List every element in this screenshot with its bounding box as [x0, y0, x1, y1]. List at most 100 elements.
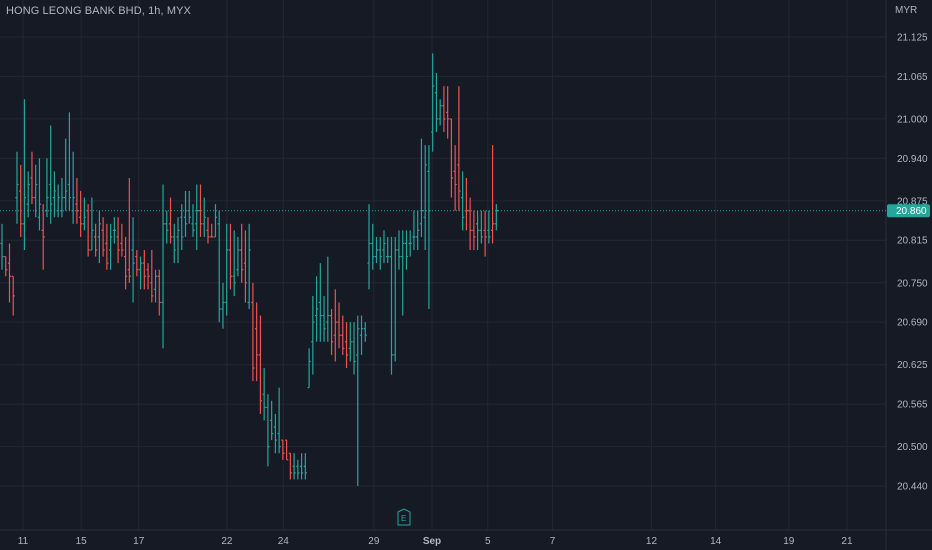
ohlc-bar — [161, 184, 165, 349]
time-tick-label: 21 — [841, 536, 853, 547]
ohlc-bar — [79, 191, 83, 237]
ohlc-bar — [221, 282, 225, 329]
event-badge-icon — [397, 508, 411, 526]
ohlc-bar — [285, 439, 289, 461]
ohlc-bar — [4, 255, 8, 277]
ohlc-bar — [487, 210, 491, 244]
ohlc-bar — [483, 210, 487, 257]
ohlc-bars — [0, 53, 498, 486]
ohlc-bar — [371, 223, 375, 270]
ohlc-bar — [157, 269, 161, 316]
ohlc-bar — [341, 315, 345, 355]
ohlc-bar — [168, 197, 173, 244]
ohlc-bar — [397, 230, 401, 270]
ohlc-bar — [472, 210, 476, 251]
ohlc-bar — [461, 171, 465, 231]
ohlc-bar — [416, 210, 420, 251]
ohlc-bar — [401, 230, 405, 316]
ohlc-bar — [412, 210, 416, 251]
ohlc-bar — [210, 223, 214, 238]
ohlc-bar — [153, 269, 158, 303]
ohlc-bar — [225, 223, 229, 316]
ohlc-bar — [236, 236, 240, 277]
ohlc-bar — [232, 230, 236, 296]
ohlc-bar — [11, 275, 15, 316]
ohlc-bar — [352, 322, 356, 375]
time-tick-label: 7 — [550, 536, 556, 547]
price-tick-label: 20.750 — [897, 278, 928, 289]
price-tick-label: 21.125 — [897, 33, 928, 44]
time-tick-label: 24 — [278, 536, 290, 547]
time-tick-label: 29 — [368, 536, 380, 547]
ohlc-bar — [101, 217, 105, 257]
ohlc-bar — [303, 453, 307, 480]
price-tick-label: 20.500 — [897, 442, 928, 453]
ohlc-bar — [135, 250, 139, 277]
grid-lines — [0, 0, 886, 530]
ohlc-bar — [22, 99, 27, 251]
ohlc-bar — [494, 204, 498, 231]
ohlc-bar — [434, 73, 439, 133]
ohlc-bar — [442, 86, 446, 133]
time-tick-label: 15 — [76, 536, 88, 547]
ohlc-bar — [266, 394, 270, 467]
ohlc-bar — [258, 315, 263, 414]
ohlc-bar — [359, 315, 364, 355]
ohlc-bar — [479, 210, 483, 244]
time-tick-label: 12 — [646, 536, 658, 547]
last-price-tag-background — [887, 204, 930, 218]
price-axis[interactable]: 21.125 21.065 21.000 20.940 20.875 20.815 20.7… — [897, 33, 928, 493]
ohlc-bar — [431, 53, 435, 152]
ohlc-bar — [15, 151, 19, 224]
ohlc-bar — [419, 138, 424, 237]
time-axis[interactable]: 11 15 17 22 24 29 Sep 5 7 12 14 19 21 — [18, 536, 853, 547]
ohlc-bar — [337, 302, 341, 349]
ohlc-bar — [292, 453, 296, 480]
ohlc-bar — [120, 223, 124, 257]
ohlc-bar — [318, 263, 322, 342]
ohlc-bar — [281, 439, 285, 460]
earnings-event-marker[interactable]: E — [397, 508, 411, 526]
ohlc-bar — [90, 197, 94, 251]
event-label: E — [401, 514, 406, 523]
ohlc-bar — [142, 250, 146, 290]
ohlc-bar — [490, 145, 495, 244]
ohlc-bar — [344, 322, 349, 369]
ohlc-bar — [191, 204, 195, 237]
ohlc-bar — [367, 204, 371, 290]
currency-label: MYR — [895, 5, 918, 16]
ohlc-bar — [393, 236, 397, 362]
ohlc-bar — [138, 256, 143, 290]
ohlc-bar — [146, 263, 150, 290]
time-tick-label: Sep — [423, 536, 441, 547]
price-tick-label: 20.875 — [897, 196, 928, 207]
ohlc-bar — [374, 236, 379, 264]
ohlc-bar — [240, 223, 244, 283]
ohlc-bar — [64, 138, 68, 211]
ohlc-bar — [243, 230, 248, 303]
ohlc-bar — [457, 86, 461, 211]
ohlc-bar — [314, 276, 319, 342]
ohlc-bar — [453, 145, 457, 211]
ohlc-bar — [105, 223, 109, 270]
ohlc-bar — [322, 295, 326, 342]
ohlc-bar — [202, 197, 206, 237]
ohlc-bar — [180, 204, 184, 251]
ohlc-bar — [34, 164, 38, 218]
symbol-title[interactable]: HONG LEONG BANK BHD, 1h, MYX — [6, 5, 191, 17]
time-tick-label: 22 — [221, 536, 233, 547]
ohlc-bar — [348, 322, 352, 362]
ohlc-bar — [109, 223, 113, 270]
ohlc-bar — [172, 223, 176, 264]
ohlc-bar — [329, 309, 334, 355]
ohlc-bar — [37, 158, 42, 231]
ohlc-bar — [423, 145, 427, 251]
ohlc-bar — [326, 256, 330, 342]
price-tick-label: 20.440 — [897, 482, 928, 493]
time-tick-label: 14 — [710, 536, 722, 547]
ohlc-bar — [288, 452, 292, 480]
price-tick-label: 20.940 — [897, 154, 928, 165]
ohlc-bar — [476, 210, 480, 251]
time-tick-label: 11 — [18, 536, 29, 547]
